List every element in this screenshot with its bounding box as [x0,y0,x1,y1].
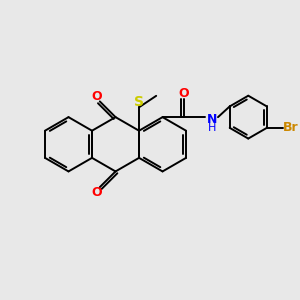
Text: H: H [208,123,216,133]
Text: N: N [206,113,217,127]
Text: O: O [91,90,102,103]
Text: Br: Br [283,122,298,134]
Text: O: O [179,87,189,100]
Text: O: O [91,186,102,199]
Text: S: S [134,95,144,109]
